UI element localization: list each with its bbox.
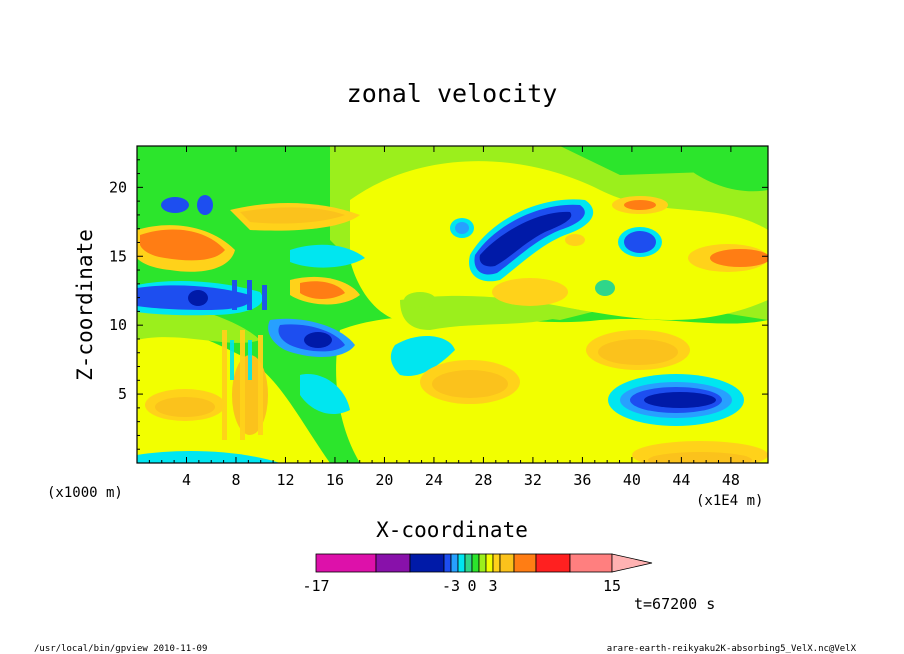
contour-region (492, 278, 568, 306)
colorbar-segment (499, 553, 515, 573)
contour-region (432, 370, 508, 398)
colorbar-tick-label: 3 (488, 577, 497, 595)
contour-region (350, 161, 768, 322)
contour-region (598, 339, 678, 365)
colorbar-segment (409, 553, 445, 573)
y-tick-label: 20 (109, 178, 127, 196)
y-tick-label: 5 (118, 385, 127, 403)
contour-region (197, 195, 213, 215)
y-tick-label: 15 (109, 247, 127, 265)
colorbar-segment (535, 553, 571, 573)
colorbar-segment (471, 553, 480, 573)
contour-region (290, 244, 365, 268)
contour-region (595, 280, 615, 296)
contour-region (161, 197, 189, 213)
stripe-pattern (230, 340, 252, 380)
colorbar-tick-label: -17 (302, 577, 329, 595)
x-axis: 4 8 12 16 20 24 28 32 36 40 44 48 (148, 146, 757, 489)
x-tick-label: 44 (672, 471, 690, 489)
contour-region (137, 451, 280, 463)
x-tick-label: 8 (231, 471, 240, 489)
x-tick-label: 40 (623, 471, 641, 489)
x-unit-label: (x1E4 m) (696, 493, 763, 509)
colorbar-tick-label: 0 (467, 577, 476, 595)
contour-region (690, 146, 768, 192)
contour-region (404, 292, 436, 308)
contour-region (390, 335, 455, 376)
contour-region (624, 200, 656, 210)
contour-region (300, 281, 345, 300)
footer-right: arare-earth-reikyaku2K-absorbing5_VelX.n… (607, 644, 857, 654)
plot-frame (136, 145, 769, 464)
contour-region (648, 452, 752, 463)
contour-region (300, 374, 350, 415)
y-axis: 5 10 15 20 (109, 159, 768, 450)
x-tick-label: 28 (474, 471, 492, 489)
colorbar-segment (478, 553, 487, 573)
colorbar-segment (443, 553, 452, 573)
colorbar-tick-label: -3 (442, 577, 460, 595)
colorbar-segment (464, 553, 473, 573)
colorbar-segment (485, 553, 494, 573)
plot-area (137, 146, 768, 463)
y-unit-label: (x1000 m) (47, 485, 123, 501)
x-axis-title: X-coordinate (376, 518, 528, 542)
y-axis-title: Z-coordinate (73, 229, 97, 381)
colorbar-segment (315, 553, 377, 573)
x-tick-label: 4 (182, 471, 191, 489)
contour-region (188, 290, 208, 306)
contour-region (565, 234, 585, 246)
x-tick-label: 16 (326, 471, 344, 489)
contour-region (240, 207, 345, 224)
colorbar-segment (569, 553, 613, 573)
contour-region (479, 211, 572, 267)
colorbar-extension (611, 553, 653, 573)
x-tick-label: 12 (276, 471, 294, 489)
contour-region (624, 231, 656, 253)
x-tick-label: 32 (524, 471, 542, 489)
x-tick-label: 48 (722, 471, 740, 489)
colorbar-segment (457, 553, 466, 573)
contour-region (304, 332, 332, 348)
stripe-pattern (222, 330, 263, 440)
x-tick-label: 36 (573, 471, 591, 489)
contour-region (644, 392, 716, 408)
x-tick-label: 20 (375, 471, 393, 489)
colorbar-segment (450, 553, 459, 573)
contour-region (710, 249, 768, 267)
colorbar-segment (513, 553, 537, 573)
colorbar: -17 -3 0 3 15 (302, 553, 653, 595)
contour-region (140, 229, 225, 261)
stripe-pattern (232, 280, 267, 310)
colorbar-tick-label: 15 (603, 577, 621, 595)
colorbar-segment (492, 553, 501, 573)
chart-title: zonal velocity (347, 79, 558, 108)
colorbar-segment (375, 553, 411, 573)
time-label: t=67200 s (634, 595, 715, 613)
y-tick-label: 10 (109, 316, 127, 334)
footer-left: /usr/local/bin/gpview 2010-11-09 (34, 644, 207, 654)
contour-region (455, 222, 469, 234)
contour-region (155, 397, 215, 417)
x-tick-label: 24 (425, 471, 443, 489)
